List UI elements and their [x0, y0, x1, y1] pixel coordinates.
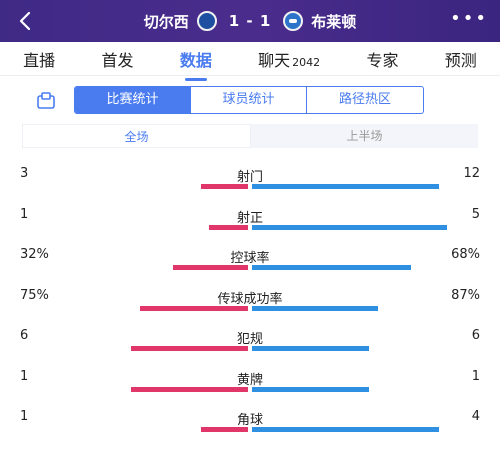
home-stat-value: 6: [20, 328, 29, 343]
match-title: 切尔西 1 - 1 布莱顿: [0, 0, 500, 42]
home-stat-bar: [140, 305, 248, 311]
stat-label: 控球率: [230, 251, 270, 266]
home-stat-value: 1: [20, 368, 29, 384]
away-team-name: 布莱顿: [311, 12, 357, 31]
tab-label: 首发: [101, 50, 134, 70]
home-stat-value: 1: [20, 409, 29, 424]
home-stat-value: 3: [20, 166, 29, 181]
away-stat-bar: [252, 386, 369, 392]
stat-row: 32% 控球率 68%: [0, 247, 500, 287]
home-stat-bar: [201, 184, 248, 189]
tab-data[interactable]: 数据: [174, 43, 218, 75]
home-stat-bar: [131, 346, 248, 351]
stat-row: 1 黄牌 1: [0, 369, 500, 409]
stat-row: 1 角球 4: [0, 409, 500, 449]
chelsea-logo-icon: [196, 11, 217, 31]
brighton-logo-icon: [283, 11, 304, 31]
stat-row: 6 犯规 6: [0, 328, 500, 368]
chat-count: 2042: [292, 55, 321, 69]
away-stat-value: 5: [471, 206, 480, 222]
away-stat-bar: [252, 305, 379, 311]
away-stat-bar: [252, 346, 369, 351]
stat-label: 传球成功率: [217, 291, 283, 307]
segment-player-stats[interactable]: 球员统计: [191, 87, 307, 113]
stat-row: 75% 传球成功率 87%: [0, 288, 500, 328]
away-stat-value: 87%: [451, 287, 480, 303]
main-tabs: 直播 首发 数据 聊天 2042 专家 预测: [0, 42, 500, 76]
tab-label: 直播: [23, 50, 56, 70]
stat-label: 射门: [236, 170, 263, 185]
layout-toggle-icon[interactable]: [36, 92, 58, 110]
stat-row: 3 射门 12: [0, 166, 500, 206]
tab-lineup[interactable]: 首发: [95, 43, 139, 75]
home-stat-bar: [201, 427, 248, 432]
segment-match-stats[interactable]: 比赛统计: [75, 87, 191, 113]
away-stat-value: 1: [471, 368, 480, 384]
stats-segment-row: 比赛统计 球员统计 路径热区: [0, 86, 500, 116]
home-team-name: 切尔西: [143, 12, 189, 31]
stat-row: 1 射正 5: [0, 207, 500, 247]
tab-prediction[interactable]: 预测: [439, 43, 483, 75]
away-stat-value: 6: [471, 328, 480, 343]
stat-label: 角球: [236, 413, 263, 428]
back-arrow-icon[interactable]: [14, 9, 38, 33]
home-stat-value: 32%: [20, 247, 49, 262]
away-stat-bar: [252, 265, 411, 270]
tab-label: 数据: [179, 50, 212, 70]
tab-label: 预测: [444, 50, 477, 70]
stat-label: 射正: [236, 210, 263, 226]
home-stat-value: 1: [20, 206, 29, 222]
away-stat-bar: [252, 427, 439, 432]
home-stat-bar: [208, 224, 248, 230]
tab-chat[interactable]: 聊天 2042: [252, 43, 326, 75]
away-stat-value: 68%: [451, 247, 480, 262]
segment-heatmap[interactable]: 路径热区: [338, 92, 391, 107]
tab-experts[interactable]: 专家: [360, 43, 404, 75]
more-options-icon[interactable]: •••: [450, 8, 488, 29]
tab-label: 聊天: [258, 50, 291, 70]
away-stat-bar: [252, 184, 439, 189]
tab-label: 专家: [366, 50, 399, 70]
away-stat-value: 12: [463, 166, 480, 181]
home-stat-bar: [131, 386, 248, 392]
stats-segmented-control: 比赛统计 球员统计 路径热区: [74, 86, 424, 114]
period-full-match[interactable]: 全场: [22, 124, 251, 148]
away-stat-bar: [252, 224, 447, 230]
home-stat-value: 75%: [20, 287, 49, 303]
away-stat-value: 4: [471, 409, 480, 424]
match-header: 切尔西 1 - 1 布莱顿 •••: [0, 0, 500, 42]
match-score: 1 - 1: [228, 12, 272, 30]
period-first-half[interactable]: 上半场: [346, 129, 383, 143]
tab-live[interactable]: 直播: [17, 43, 61, 75]
stat-label: 犯规: [236, 332, 263, 347]
period-selector: 全场 上半场: [22, 124, 478, 148]
stat-label: 黄牌: [236, 372, 263, 388]
home-stat-bar: [173, 265, 248, 270]
